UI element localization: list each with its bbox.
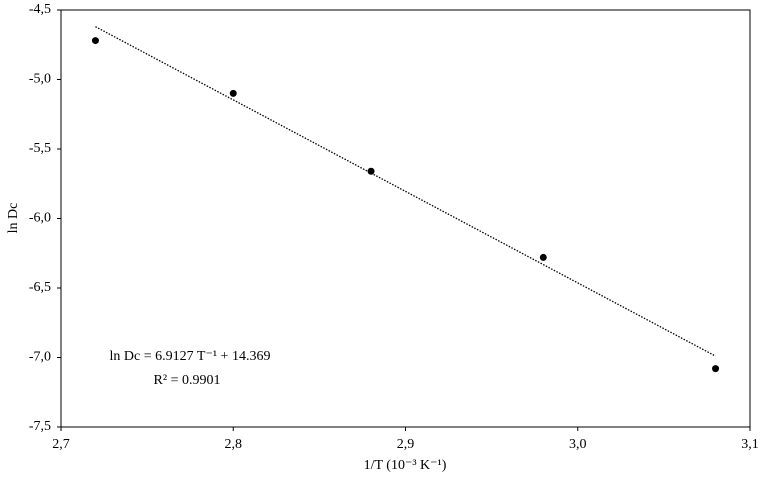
x-tick-label: 2,8 — [225, 437, 243, 452]
y-axis-title: ln Dc — [6, 203, 21, 234]
y-tick-label: -7,0 — [29, 350, 51, 365]
x-tick-label: 2,9 — [397, 437, 415, 452]
data-point — [229, 89, 237, 97]
trendline — [95, 26, 716, 357]
data-point — [91, 37, 99, 45]
y-tick-label: -5,5 — [29, 141, 51, 156]
data-point — [712, 365, 720, 373]
data-point — [539, 253, 547, 261]
y-tick-label: -6,0 — [29, 211, 51, 226]
y-tick-label: -4,5 — [29, 2, 51, 17]
plot-frame — [60, 9, 751, 428]
x-tick-label: 3,0 — [569, 437, 587, 452]
data-point — [367, 167, 375, 175]
y-tick-label: -5,0 — [29, 72, 51, 87]
y-tick-label: -6,5 — [29, 280, 51, 295]
r-squared: R² = 0.9901 — [154, 373, 221, 388]
x-tick-label: 2,7 — [52, 437, 70, 452]
x-tick-label: 3,1 — [741, 437, 759, 452]
equation: ln Dc = 6.9127 T⁻¹ + 14.369 — [110, 349, 271, 364]
y-tick-label: -7,5 — [29, 419, 51, 434]
x-axis-title: 1/T (10⁻³ K⁻¹) — [364, 458, 447, 473]
